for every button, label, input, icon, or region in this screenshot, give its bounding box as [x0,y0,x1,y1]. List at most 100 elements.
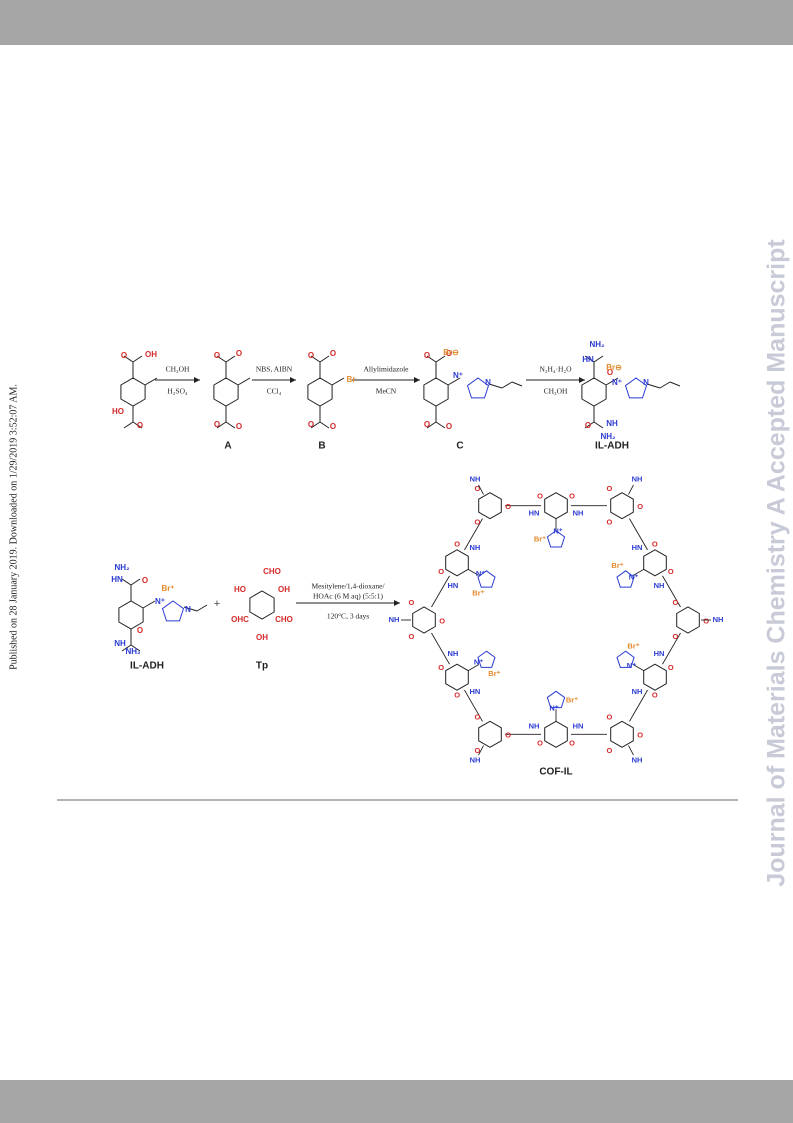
atom-label: NH₂ [125,647,141,656]
atom-label: O [308,420,314,429]
imidazolium-ring [624,377,648,399]
bond [669,381,681,387]
atom-label: O [505,502,511,511]
condition: 120°C, 3 days [327,612,369,621]
atom-label: O [672,632,678,641]
bond [225,421,236,429]
reagent: CCl₄ [267,387,282,396]
atom-label: HN [582,355,594,364]
ring [213,377,239,407]
reagent: MeCN [376,387,397,396]
ring [118,600,144,630]
atom-label: NH [573,509,584,518]
atom-label: Br⁺ [627,641,639,650]
atom-label: O [454,690,460,699]
bond [488,383,503,389]
atom-label: O [474,712,480,721]
atom-label: O [569,492,575,501]
imidazolium-ring [616,650,635,668]
atom-label: OH [256,633,268,642]
atom-label: O [446,422,452,431]
compound-label: Tp [256,661,268,672]
imidazolium-ring [546,530,566,548]
atom-label: O [236,349,242,358]
arrow-head [414,377,420,383]
bond [183,606,198,612]
ring [249,590,275,620]
footer-bar [0,1080,793,1123]
node-bg [607,490,637,521]
compound-label: A [224,441,231,452]
atom-label: NH [632,755,643,764]
atom-label: O [308,351,314,360]
bond [478,484,484,495]
atom-label: O [214,420,220,429]
compound-label: C [456,441,463,452]
atom-label: NH [470,475,481,484]
atom-label: NH [470,755,481,764]
ring [610,492,634,520]
reagent: H₂SO₄ [167,387,188,396]
bond [659,381,671,389]
bond [593,355,604,363]
ring [581,377,607,407]
ring [643,549,667,577]
atom-label: NH₂ [589,340,605,349]
atom-label: Br [347,375,356,384]
bond [132,421,143,429]
atom-label: CHO [275,615,293,624]
published-note: Published on 28 January 2019. Downloaded… [8,384,19,670]
ring [478,720,502,748]
atom-label: N [185,605,191,614]
bond [628,745,634,756]
atom-label: O [668,567,674,576]
atom-label: HN [470,687,481,696]
header-bar [0,0,793,45]
condition: HOAc (6 M aq) (5:5:1) [313,592,383,601]
atom-label: Br⁺ [566,695,578,704]
atom-label: HN [448,581,459,590]
reagent: N₂H₄·H₂O [539,365,572,374]
atom-label: HN [573,721,584,730]
bond [121,578,132,586]
compound-label: COF-IL [539,767,572,778]
atom-label: NH [632,687,643,696]
linker-bg [541,719,571,750]
atom-label: O [672,598,678,607]
atom-label: O [537,492,543,501]
bond [426,355,437,363]
imidazolium-ring [477,570,496,588]
atom-label: HO [234,585,246,594]
bond [121,644,132,652]
bond [130,644,141,652]
atom-label: O [438,567,444,576]
bond [633,568,644,576]
linker-bg [442,662,472,693]
ring [423,377,449,407]
atom-label: O [474,746,480,755]
atom-label: HN [632,543,643,552]
bond [511,381,523,387]
compound-label: IL-ADH [130,661,164,672]
bond [605,377,619,386]
bond [331,377,345,386]
atom-label: O [585,421,591,430]
atom-label: O [214,351,220,360]
bond [435,421,446,429]
atom-label: O [137,626,143,635]
atom-label: O [142,576,148,585]
reagent: CH₃OH [544,387,568,396]
atom-label: NH [114,639,126,648]
bond [646,383,661,389]
reagent: NBS, AIBN [256,365,293,374]
imidazolium-ring [466,377,490,399]
ring [610,720,634,748]
bond [132,355,143,363]
bond [468,664,479,672]
bond [310,355,321,363]
bond [501,381,513,389]
ring [445,549,469,577]
node-bg [475,490,505,521]
bond [130,578,141,586]
atom-label: Br⁺ [488,669,500,678]
